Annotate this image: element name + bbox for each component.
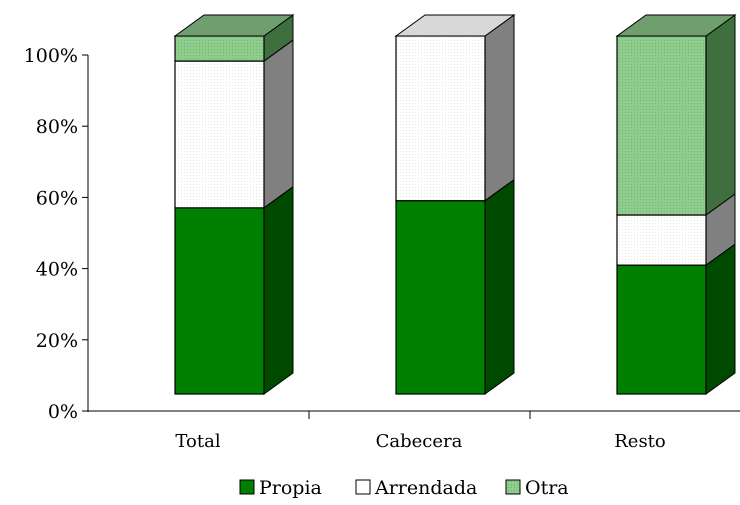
y-tick-label: 40%	[36, 259, 78, 281]
legend-label-otra: Otra	[525, 477, 569, 499]
bar-total-propia	[174, 207, 265, 395]
bar-resto-arrendada	[616, 214, 707, 266]
y-tick-label: 60%	[36, 187, 78, 209]
legend-label-arrendada: Arrendada	[374, 477, 477, 499]
legend-swatch-otra	[505, 479, 521, 495]
legend: Propia Arrendada Otra	[239, 477, 569, 499]
bar-cabecera-arrendada	[395, 35, 486, 202]
bar-cabecera-propia	[395, 200, 486, 395]
x-tick-label-resto: Resto	[614, 431, 666, 452]
legend-label-propia: Propia	[259, 477, 322, 499]
bar-resto-otra	[616, 35, 707, 216]
y-tick-label: 20%	[36, 330, 78, 352]
y-tick-label: 100%	[24, 45, 78, 67]
axis-layer: 0% 20% 40% 60% 80% 100% Total Cabecera Resto	[24, 45, 740, 452]
bar-top-resto	[615, 14, 737, 37]
bar-side-total-propia	[263, 185, 294, 395]
bar-side-cabecera-arrendada	[484, 14, 515, 202]
bar-resto-propia	[616, 264, 707, 395]
bar-total-otra	[174, 35, 265, 62]
bar-side-cabecera-propia	[484, 178, 515, 395]
legend-swatch-propia	[239, 479, 255, 495]
x-tick-label-cabecera: Cabecera	[376, 431, 463, 452]
bar-side-total-arrendada	[263, 39, 294, 209]
bar-top-total	[173, 14, 295, 37]
y-tick-label: 80%	[36, 116, 78, 138]
bar-side-resto-otra	[705, 14, 736, 216]
x-tick-label-total: Total	[175, 431, 220, 452]
legend-swatch-arrendada	[355, 479, 371, 495]
bars-layer	[173, 14, 737, 395]
bar-top-cabecera	[394, 14, 516, 37]
bar-side-resto-propia	[705, 243, 736, 395]
bar-total-arrendada	[174, 60, 265, 209]
y-tick-label: 0%	[48, 401, 78, 423]
